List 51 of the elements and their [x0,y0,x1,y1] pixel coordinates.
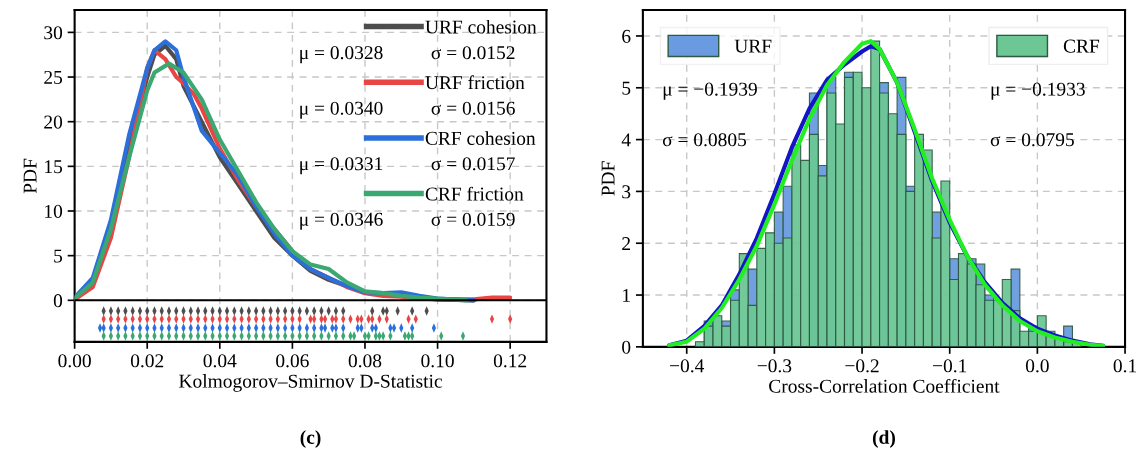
legend-label: CRF friction [425,186,524,201]
annotation: σ = 0.0157 [431,157,515,171]
annotation: σ = 0.0156 [431,101,515,115]
legend-label: URF [734,39,772,53]
x-tick-label: −0.3 [757,359,792,373]
x-tick-label: 0.08 [348,354,382,368]
annotation: σ = 0.0152 [431,46,515,60]
y-tick-label: 4 [621,133,631,147]
text: (d) [872,430,895,448]
x-tick-label: −0.4 [670,359,705,373]
y-tick-label: 2 [622,237,630,250]
y-tick-label: 5 [54,249,63,263]
x-tick-label: −0.1 [933,359,967,373]
legend-label: URF friction [425,75,525,90]
y-tick-label: 30 [44,26,63,40]
x-tick-label: 0.10 [421,354,454,368]
annotation: μ = 0.0346 [300,212,383,230]
legend-label: CRF cohesion [425,131,536,145]
y-tick-label: 0 [622,340,631,354]
annotation: μ = −0.1939 [663,82,757,100]
legend-label: URF cohesion [425,19,537,34]
x-axis-title: Cross-Correlation Coefficient [769,378,1000,393]
x-tick-label: 0.00 [58,354,91,368]
x-tick-label: 0.12 [493,354,527,368]
annotation: μ = 0.0340 [300,101,383,119]
y-tick-label: 25 [44,70,63,84]
annotation: σ = 0.0159 [431,212,515,226]
y-tick-label: 20 [44,115,63,129]
x-axis-title: Kolmogorov–Smirnov D-Statistic [179,374,442,392]
annotation: σ = 0.0795 [990,133,1074,147]
y-tick-label: 0 [53,294,63,308]
y-tick-label: 15 [45,160,63,174]
legend-label: CRF [1063,39,1100,53]
x-tick-label: −0.2 [845,359,879,373]
x-tick-label: 0.02 [130,354,164,368]
x-tick-label: 0.06 [276,354,309,368]
text: (c) [300,430,321,448]
annotation: σ = 0.0805 [662,133,747,147]
y-tick-label: 1 [623,288,630,302]
y-tick-label: 10 [45,204,63,218]
y-tick-label: 6 [622,29,631,43]
annotation: μ = 0.0328 [300,46,383,64]
annotation: μ = 0.0331 [300,157,383,175]
x-tick-label: 0.1 [1113,359,1137,373]
y-axis-title: PDF [601,161,615,196]
y-axis-title: PDF [23,158,37,194]
x-tick-label: 0.0 [1025,359,1049,373]
x-tick-label: 0.04 [203,354,237,368]
annotation: μ = −0.1933 [991,82,1085,100]
y-tick-label: 3 [622,185,631,199]
y-tick-label: 5 [622,81,631,95]
